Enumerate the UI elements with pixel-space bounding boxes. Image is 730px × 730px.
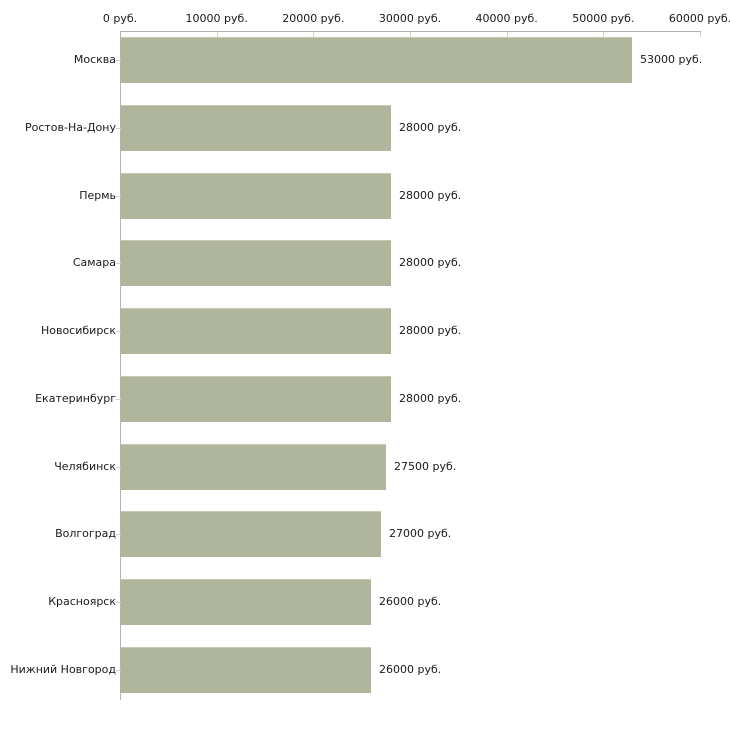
bar-3 [121,173,391,219]
y-axis-tick-mark [116,196,121,197]
x-axis-tick-label: 40000 руб. [475,12,538,25]
value-label: 28000 руб. [399,392,462,405]
bar-10 [121,647,371,693]
category-label: Ростов-На-Дону [24,121,116,134]
category-label: Челябинск [54,460,116,473]
value-label: 53000 руб. [640,53,703,66]
x-axis-tick-label: 0 руб. [102,12,138,25]
value-label: 28000 руб. [399,121,462,134]
x-axis-tick-mark [507,32,508,37]
value-label: 26000 руб. [379,663,442,676]
bar-7 [121,444,386,490]
x-axis-tick-label: 30000 руб. [378,12,442,25]
value-label: 28000 руб. [399,189,462,202]
y-axis-tick-mark [116,263,121,264]
x-axis-tick-label: 20000 руб. [282,12,345,25]
category-label: Пермь [79,189,116,202]
bar-2 [121,105,391,151]
category-label: Красноярск [48,595,116,608]
bar-1 [121,37,632,83]
y-axis-tick-mark [116,399,121,400]
category-label: Москва [73,53,116,66]
x-axis-tick-label: 10000 руб. [185,12,248,25]
y-axis-line [120,31,121,700]
bar-9 [121,579,371,625]
x-axis-tick-mark [217,32,218,37]
category-label: Новосибирск [40,324,116,337]
bar-8 [121,511,381,557]
x-axis-line [120,31,701,32]
x-axis-tick-mark [603,32,604,37]
x-axis-tick-label: 60000 руб. [668,12,730,25]
value-label: 28000 руб. [399,324,462,337]
y-axis-tick-mark [116,670,121,671]
y-axis-tick-mark [116,60,121,61]
category-label: Нижний Новгород [10,663,116,676]
y-axis-tick-mark [116,128,121,129]
y-axis-tick-mark [116,331,121,332]
y-axis-tick-mark [116,467,121,468]
category-label: Самара [72,256,116,269]
x-axis-tick-mark [313,32,314,37]
category-label: Екатеринбург [35,392,116,405]
x-axis-tick-mark [700,32,701,37]
category-label: Волгоград [55,527,116,540]
value-label: 27500 руб. [394,460,457,473]
bar-4 [121,240,391,286]
value-label: 27000 руб. [389,527,452,540]
y-axis-tick-mark [116,534,121,535]
value-label: 28000 руб. [399,256,462,269]
value-label: 26000 руб. [379,595,442,608]
bar-5 [121,308,391,354]
y-axis-tick-mark [116,602,121,603]
x-axis-tick-mark [410,32,411,37]
bar-6 [121,376,391,422]
x-axis-tick-label: 50000 руб. [572,12,635,25]
